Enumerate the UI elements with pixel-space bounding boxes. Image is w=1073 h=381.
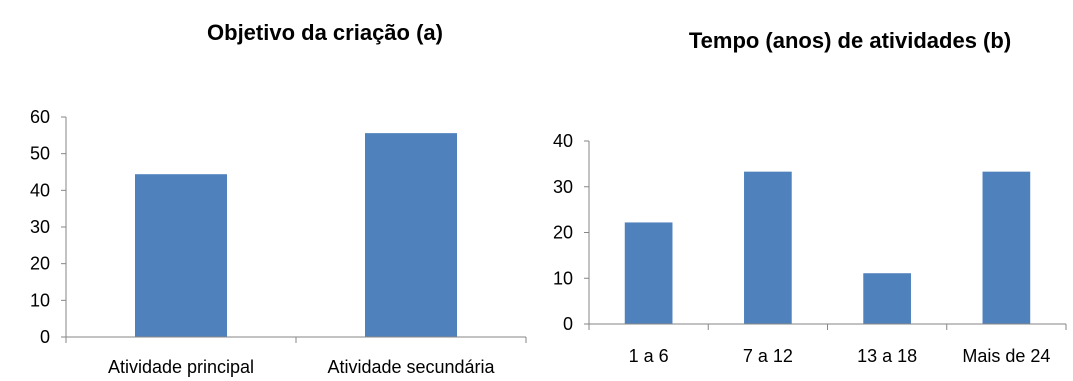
bar-2 (744, 171, 792, 324)
y-tick-label: 40 (30, 180, 50, 200)
chart-a-title: Objetivo da criação (a) (207, 20, 443, 45)
chart-objetivo-criacao: Objetivo da criação (a) 0 10 20 30 40 50 60 At… (30, 20, 527, 377)
y-tick-label: 40 (553, 131, 573, 151)
chart-a-svg: Objetivo da criação (a) 0 10 20 30 40 50 60 At… (30, 20, 527, 377)
y-tick-label: 10 (30, 290, 50, 310)
y-tick-label: 10 (553, 268, 573, 288)
bar-2 (365, 133, 457, 337)
y-tick-label: 20 (553, 223, 573, 243)
y-tick-label: 20 (30, 254, 50, 274)
chart-b-y-axis: 0 10 20 30 40 (553, 131, 590, 334)
chart-a-y-axis: 0 10 20 30 40 50 60 (30, 107, 67, 347)
x-tick-label: 13 a 18 (857, 346, 917, 366)
y-tick-label: 0 (563, 314, 573, 334)
x-tick-label: Atividade principal (108, 357, 254, 377)
chart-b-x-axis: 1 a 6 7 a 12 13 a 18 Mais de 24 (584, 323, 1067, 366)
x-tick-label: Atividade secundária (327, 357, 495, 377)
bar-3 (863, 273, 911, 324)
y-tick-label: 0 (40, 327, 50, 347)
y-tick-label: 50 (30, 144, 50, 164)
chart-tempo-atividades: Tempo (anos) de atividades (b) 0 10 20 30 40… (520, 0, 1073, 381)
chart-b-svg: Tempo (anos) de atividades (b) 0 10 20 30 40… (553, 28, 1067, 366)
chart-a-x-axis: Atividade principal Atividade secundária (61, 336, 527, 377)
chart-b-title: Tempo (anos) de atividades (b) (689, 28, 1011, 53)
bar-1 (624, 222, 673, 324)
bar-1 (135, 174, 227, 337)
bar-4 (982, 171, 1031, 324)
x-tick-label: Mais de 24 (962, 346, 1050, 366)
y-tick-label: 30 (30, 217, 50, 237)
x-tick-label: 7 a 12 (743, 346, 793, 366)
chart-b-bars (624, 171, 1031, 324)
y-tick-label: 30 (553, 177, 573, 197)
y-tick-label: 60 (30, 107, 50, 127)
chart-a-bars (135, 133, 457, 337)
x-tick-label: 1 a 6 (629, 346, 669, 366)
